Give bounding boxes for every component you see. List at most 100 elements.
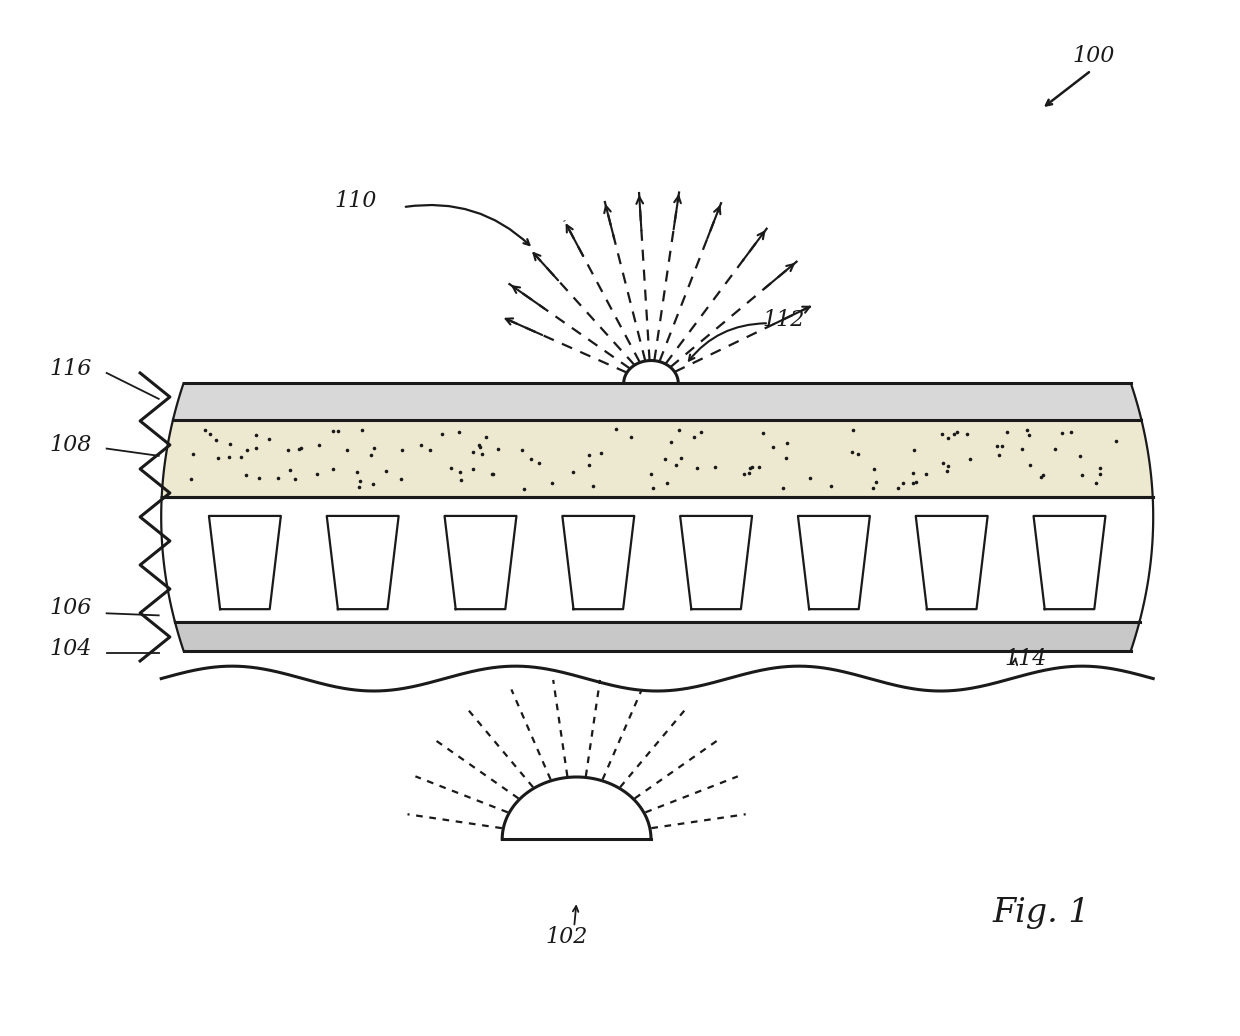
Point — [583, 478, 603, 494]
Point — [513, 481, 533, 497]
Point — [776, 450, 796, 466]
Point — [289, 440, 309, 457]
Point — [200, 426, 219, 442]
Point — [641, 466, 661, 483]
Point — [324, 423, 343, 439]
Point — [219, 436, 239, 453]
Point — [691, 424, 711, 440]
Point — [337, 442, 357, 459]
Point — [231, 449, 250, 465]
Point — [482, 466, 502, 483]
Point — [236, 467, 255, 484]
Point — [350, 472, 370, 489]
Point — [903, 474, 923, 491]
Point — [947, 424, 967, 440]
Point — [753, 425, 773, 441]
Point — [903, 464, 923, 481]
Point — [606, 421, 626, 437]
Point — [451, 471, 471, 488]
Point — [749, 458, 769, 474]
Point — [392, 441, 412, 458]
Point — [391, 470, 410, 487]
Point — [206, 432, 226, 449]
Point — [249, 470, 269, 487]
Point — [893, 474, 913, 491]
Point — [308, 466, 327, 483]
Point — [888, 480, 908, 496]
Point — [1070, 448, 1090, 464]
Point — [916, 466, 936, 483]
Point — [463, 443, 482, 460]
Point — [410, 436, 430, 453]
Text: 108: 108 — [50, 434, 92, 456]
Point — [464, 461, 484, 478]
Point — [740, 460, 760, 477]
Point — [563, 463, 583, 480]
Point — [365, 439, 384, 456]
Point — [1053, 425, 1073, 441]
Point — [449, 424, 469, 440]
Point — [376, 462, 396, 479]
Point — [181, 470, 201, 487]
Point — [521, 451, 541, 467]
Text: 112: 112 — [763, 310, 805, 332]
Point — [1017, 422, 1037, 438]
Point — [657, 474, 677, 491]
Point — [487, 441, 507, 458]
Point — [671, 450, 691, 466]
Point — [937, 463, 957, 480]
Point — [866, 473, 885, 490]
Point — [324, 461, 343, 478]
Point — [906, 473, 926, 490]
Point — [656, 451, 676, 467]
Point — [1061, 424, 1081, 440]
Text: Fig. 1: Fig. 1 — [992, 897, 1090, 929]
Point — [1045, 440, 1065, 457]
Polygon shape — [175, 622, 1140, 651]
Point — [957, 426, 977, 442]
Point — [579, 457, 599, 473]
Point — [1073, 467, 1092, 484]
Point — [529, 455, 549, 471]
Point — [990, 448, 1009, 464]
Point — [482, 466, 502, 483]
Point — [773, 480, 792, 496]
Point — [347, 463, 367, 480]
Point — [329, 423, 348, 439]
Point — [821, 479, 841, 495]
Point — [1090, 460, 1110, 477]
Point — [441, 460, 461, 477]
Point — [987, 438, 1007, 455]
Point — [687, 459, 707, 476]
Point — [1106, 433, 1126, 450]
Point — [1090, 465, 1110, 482]
Point — [997, 424, 1017, 440]
Point — [937, 430, 957, 447]
Point — [472, 445, 492, 462]
Text: 102: 102 — [546, 926, 588, 948]
Point — [777, 435, 797, 452]
Point — [668, 422, 688, 438]
Point — [579, 447, 599, 463]
Text: 100: 100 — [1073, 46, 1115, 67]
Point — [208, 450, 228, 466]
Point — [945, 426, 965, 442]
Point — [591, 444, 611, 461]
Point — [1032, 468, 1052, 485]
Text: 104: 104 — [50, 638, 92, 660]
Point — [309, 436, 329, 453]
Point — [1019, 427, 1039, 443]
Point — [739, 465, 759, 482]
Point — [285, 471, 305, 488]
Point — [512, 442, 532, 459]
Point — [476, 429, 496, 445]
Point — [961, 451, 981, 467]
Point — [734, 466, 754, 483]
Point — [842, 443, 862, 460]
Point — [1033, 467, 1053, 484]
Point — [246, 440, 265, 457]
Point — [743, 459, 763, 476]
Point — [992, 438, 1012, 455]
Point — [863, 480, 883, 496]
Point — [291, 439, 311, 456]
